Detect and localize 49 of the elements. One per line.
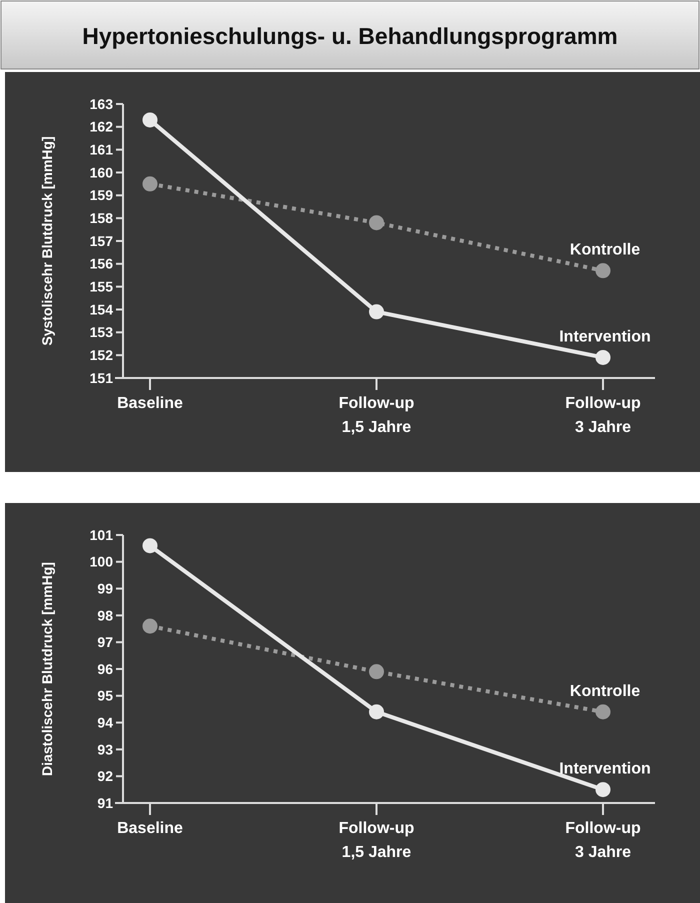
x-tick-label: Follow-up 1,5 Jahre — [338, 395, 414, 436]
y-tick-label: 160 — [90, 164, 114, 180]
y-tick-label: 158 — [90, 210, 114, 226]
point — [142, 176, 158, 192]
x-tick-label: Follow-up 3 Jahre — [565, 395, 641, 436]
point — [142, 538, 158, 554]
y-tick-label: 96 — [97, 660, 114, 677]
x-tick-label: Baseline — [117, 820, 184, 837]
point — [596, 350, 610, 365]
y-tick-label: 161 — [90, 142, 114, 158]
y-tick-label: 155 — [90, 278, 114, 295]
point — [369, 704, 384, 720]
y-tick-label: 95 — [97, 688, 114, 704]
y-tick-label: 94 — [97, 714, 114, 730]
series-label: Intervention — [559, 328, 651, 346]
point — [596, 263, 610, 278]
point — [142, 618, 158, 634]
y-tick-label: 162 — [90, 118, 114, 135]
y-tick-label: 93 — [97, 741, 114, 758]
y-tick-label: 98 — [97, 607, 114, 624]
y-tick-label: 157 — [90, 232, 114, 249]
chart-title: Hypertonieschulungs- u. Behandlungsprogramm — [82, 23, 618, 49]
y-axis-title: Systoliscehr Blutdruck [mmHg] — [39, 136, 55, 346]
series-label: Intervention — [559, 760, 651, 778]
point — [369, 664, 384, 680]
y-tick-label: 159 — [90, 187, 114, 204]
y-tick-label: 154 — [90, 301, 114, 318]
x-tick-label: Follow-up 1,5 Jahre — [338, 820, 414, 861]
series-label: Kontrolle — [570, 682, 640, 700]
y-tick-label: 151 — [90, 370, 114, 386]
y-tick-label: 153 — [90, 324, 114, 340]
y-axis-title: Diastoliscehr Blutdruck [mmHg] — [39, 562, 55, 776]
point — [596, 782, 610, 798]
series-label: Kontrolle — [570, 242, 640, 259]
y-tick-label: 152 — [90, 347, 114, 364]
point — [142, 112, 158, 128]
y-tick-label: 97 — [97, 634, 114, 650]
x-tick-label: Baseline — [117, 395, 184, 412]
y-tick-label: 99 — [97, 580, 114, 596]
y-tick-label: 163 — [90, 96, 114, 112]
y-tick-label: 156 — [90, 256, 114, 272]
y-tick-label: 101 — [90, 526, 114, 543]
y-tick-label: 92 — [97, 768, 114, 784]
point — [369, 304, 384, 320]
y-tick-label: 91 — [97, 794, 114, 811]
point — [596, 704, 610, 720]
x-tick-label: Follow-up 3 Jahre — [565, 820, 641, 861]
point — [369, 215, 384, 230]
y-tick-label: 100 — [90, 554, 114, 570]
